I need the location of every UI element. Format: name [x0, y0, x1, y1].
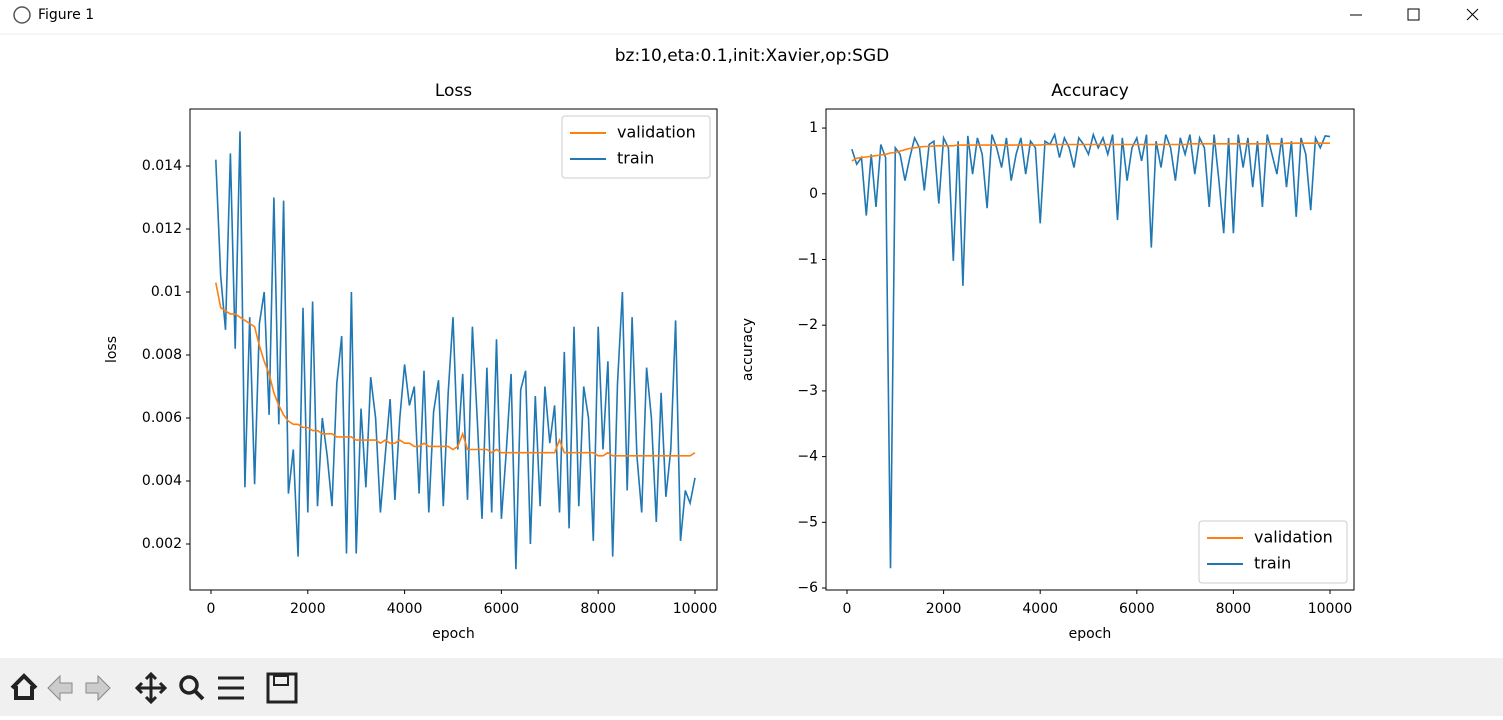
- series-line: [215, 131, 696, 570]
- y-tick-label: 0.004: [142, 473, 182, 489]
- pan-button[interactable]: [134, 671, 168, 705]
- x-tick-label: 10000: [673, 601, 718, 617]
- plot-frame: [825, 108, 1355, 591]
- figure-title: bz:10,eta:0.1,init:Xavier,op:SGD: [615, 46, 889, 66]
- y-tick-label: −6: [797, 580, 818, 596]
- y-tick-label: −3: [797, 383, 818, 399]
- chart-title: Loss: [435, 81, 472, 101]
- toolbar: [0, 658, 1503, 716]
- y-tick-label: 0.002: [142, 536, 182, 552]
- maximize-button[interactable]: [1407, 8, 1420, 21]
- legend-label: validation: [1254, 528, 1333, 547]
- save-button[interactable]: [266, 672, 298, 704]
- y-tick-label: −5: [797, 514, 818, 530]
- configure-button[interactable]: [218, 676, 244, 700]
- x-tick-label: 8000: [580, 601, 616, 617]
- y-tick-label: −4: [797, 449, 818, 465]
- back-button[interactable]: [47, 674, 73, 702]
- y-tick-label: 0: [809, 186, 818, 202]
- series-line: [851, 142, 1330, 162]
- y-tick-label: −2: [797, 317, 818, 333]
- y-tick-label: 1: [809, 120, 818, 136]
- save-icon-detail: [273, 675, 289, 686]
- series-line: [851, 131, 1331, 569]
- x-tick-label: 0: [207, 601, 216, 617]
- zoom-button[interactable]: [179, 675, 199, 695]
- forward-button[interactable]: [85, 674, 111, 702]
- x-tick-label: 6000: [1119, 601, 1155, 617]
- x-tick-label: 4000: [387, 601, 423, 617]
- title-bar: [0, 0, 1503, 34]
- y-tick-label: 0.012: [142, 221, 182, 237]
- x-tick-label: 2000: [926, 601, 962, 617]
- legend-box: [561, 115, 711, 179]
- legend-box: [1198, 520, 1348, 584]
- y-tick-label: 0.008: [142, 347, 182, 363]
- y-axis-label: loss: [104, 336, 120, 363]
- series-line: [215, 282, 696, 457]
- x-tick-label: 0: [843, 601, 852, 617]
- plot-frame: [189, 108, 718, 591]
- legend-label: validation: [617, 123, 696, 142]
- legend-label: train: [1254, 554, 1291, 573]
- y-tick-label: −1: [797, 251, 818, 267]
- home-button[interactable]: [10, 673, 38, 700]
- window-title: Figure 1: [38, 7, 94, 23]
- y-tick-label: 0.014: [142, 158, 182, 174]
- x-axis-label: epoch: [432, 626, 475, 642]
- chart-title: Accuracy: [1051, 81, 1129, 101]
- y-tick-label: 0.01: [151, 284, 182, 300]
- app-icon: [13, 6, 31, 24]
- x-tick-label: 10000: [1308, 601, 1353, 617]
- x-tick-label: 4000: [1022, 601, 1058, 617]
- y-tick-label: 0.006: [142, 410, 182, 426]
- legend-label: train: [617, 149, 654, 168]
- x-tick-label: 2000: [290, 601, 326, 617]
- x-tick-label: 6000: [484, 601, 520, 617]
- x-axis-label: epoch: [1069, 626, 1112, 642]
- close-button[interactable]: [1466, 8, 1479, 21]
- y-axis-label: accuracy: [740, 318, 756, 381]
- zoom-handle: [193, 689, 205, 701]
- x-tick-label: 8000: [1216, 601, 1252, 617]
